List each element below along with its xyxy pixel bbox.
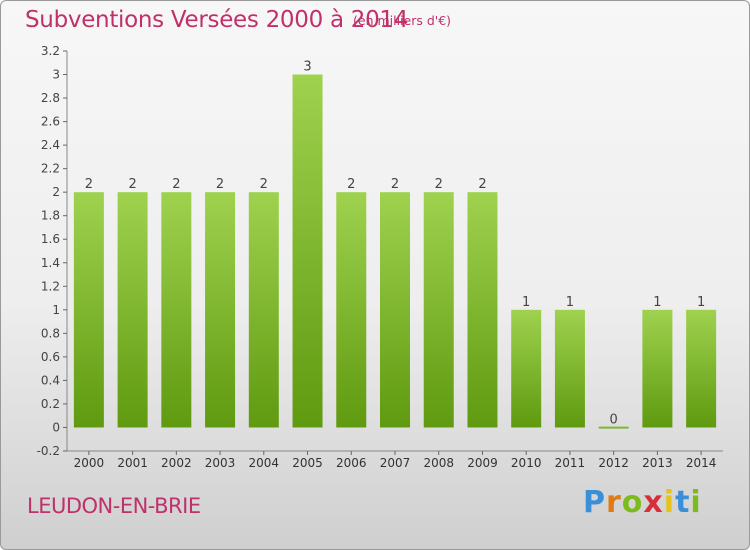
x-tick-label: 2011 [555,456,586,470]
bar-2013 [642,309,673,428]
data-label-2001: 2 [128,177,136,192]
data-label-2002: 2 [172,177,180,192]
location-name: LEUDON-EN-BRIE [27,494,201,518]
x-tick-label: 2002 [161,456,192,470]
y-tick-label: 3.2 [41,44,60,58]
data-label-2013: 1 [653,295,661,310]
data-label-2014: 1 [697,295,705,310]
y-tick-label: 1.4 [41,256,60,270]
bar-2005 [292,74,323,428]
x-tick-label: 2001 [117,456,148,470]
x-tick-label: 2009 [467,456,498,470]
x-tick-label: 2000 [74,456,105,470]
y-tick-label: 0.8 [41,326,60,340]
y-tick-label: 2.2 [41,162,60,176]
bar-2010 [511,309,542,428]
bar-2012 [598,426,629,429]
y-tick-label: 1.2 [41,279,60,293]
logo-letter: r [606,485,622,520]
bar-2009 [467,192,498,428]
y-tick-label: 2 [52,185,60,199]
data-label-2010: 1 [522,295,530,310]
x-tick-label: 2007 [380,456,411,470]
bar-2011 [554,309,585,428]
bar-2007 [380,192,410,428]
bar-2002 [161,192,192,428]
bar-2004 [248,192,279,428]
bar-2006 [336,192,367,428]
data-label-2011: 1 [566,295,574,310]
bar-2003 [205,192,236,428]
x-tick-label: 2004 [249,456,280,470]
data-label-2004: 2 [260,177,268,192]
logo-letter: P [583,485,606,520]
x-tick-label: 2014 [686,456,717,470]
y-tick-label: -0.2 [37,444,60,458]
data-label-2005: 3 [303,60,311,75]
proxiti-logo: Proxiti [583,485,702,520]
data-label-2012: 0 [610,412,618,427]
x-tick-label: 2003 [205,456,236,470]
y-tick-label: 0.2 [41,397,60,411]
x-tick-label: 2013 [642,456,673,470]
logo-letter: t [675,485,691,520]
y-tick-label: 1.8 [41,209,60,223]
data-label-2007: 2 [391,177,399,192]
y-tick-label: 0.6 [41,350,60,364]
bar-2001 [117,192,148,428]
chart-title: Subventions Versées 2000 à 2014 [25,7,409,33]
logo-letter: i [690,485,702,520]
data-label-2003: 2 [216,177,224,192]
y-tick-label: 2.4 [41,138,60,152]
data-label-2006: 2 [347,177,355,192]
logo-letter: o [621,485,644,520]
chart-subtitle: (en milliers d'€) [353,13,452,28]
x-tick-label: 2006 [336,456,367,470]
bar-2008 [423,192,454,428]
bar-chart: -0.2 0 0.2 0.4 0.6 0.8 1 1.2 1.4 1.6 1.8 2 2.2 2.4 2.6… [37,44,723,470]
data-label-2009: 2 [478,177,486,192]
y-tick-label: 1 [52,303,60,317]
x-tick-label: 2012 [598,456,629,470]
data-label-2000: 2 [85,177,93,192]
bar-2000 [73,192,104,428]
logo-letter: i [663,485,676,520]
bar-2014 [686,309,717,428]
data-label-2008: 2 [435,177,443,192]
x-tick-label: 2008 [423,456,454,470]
y-tick-label: 2.6 [41,115,60,129]
y-tick-label: 0 [52,420,60,434]
y-tick-label: 1.6 [41,232,60,246]
logo-letter: x [643,485,664,520]
y-tick-label: 3 [52,68,60,82]
y-tick-label: 0.4 [41,373,60,387]
x-tick-label: 2010 [511,456,542,470]
y-tick-label: 2.8 [41,91,60,105]
x-tick-label: 2005 [292,456,323,470]
